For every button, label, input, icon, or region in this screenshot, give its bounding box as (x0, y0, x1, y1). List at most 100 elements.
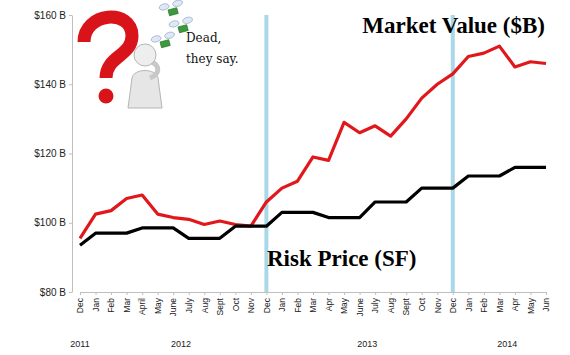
x-tick: Mar (122, 292, 132, 313)
x-tick-mark (546, 292, 547, 295)
annotation: Dead, (186, 31, 221, 45)
x-tick-label: Dec (262, 297, 272, 313)
x-tick: Oct (417, 292, 427, 311)
x-tick-label: Nov (246, 297, 256, 313)
x-tick-label: May (339, 297, 349, 314)
x-tick-mark (453, 292, 454, 295)
y-tick-label: $140 B (34, 79, 66, 90)
year-label: 2012 (171, 339, 191, 349)
x-tick-mark (111, 292, 112, 295)
x-tick: Feb (106, 292, 116, 313)
series-label: Risk Price (SF) (267, 246, 416, 271)
x-tick-label: Sept (215, 297, 225, 315)
flying-bill (150, 31, 177, 50)
x-tick-mark (391, 292, 392, 295)
x-tick-label: Feb (293, 298, 303, 313)
x-tick: Feb (479, 292, 489, 313)
year-label: 2013 (357, 339, 377, 349)
x-tick-label: May (526, 297, 536, 314)
x-tick-label: Mar (308, 298, 318, 313)
y-tick-mark (69, 84, 72, 85)
x-tick: April (137, 292, 147, 315)
x-tick-mark (251, 292, 252, 295)
bill-wing (164, 31, 175, 39)
x-tick-mark (189, 292, 190, 295)
x-tick: Feb (293, 292, 303, 313)
year-label: 2011 (70, 339, 89, 349)
x-tick-mark (360, 292, 361, 295)
y-tick-label: $80 B (40, 287, 66, 298)
x-tick-mark (406, 292, 407, 295)
x-tick-mark (96, 292, 97, 295)
annotation: they say. (186, 52, 239, 66)
x-tick: May (526, 292, 536, 314)
clip-art-background (74, 5, 244, 110)
y-tick: $80 B (40, 287, 72, 298)
series-line (80, 46, 546, 238)
series-label: Market Value ($B) (362, 13, 545, 38)
x-tick-mark (344, 292, 345, 295)
x-tick-mark (297, 292, 298, 295)
x-tick-label: May (153, 297, 163, 314)
y-axis-line (72, 16, 73, 293)
x-tick-mark (468, 292, 469, 295)
y-tick-mark (69, 15, 72, 16)
x-tick: June (168, 292, 178, 316)
year-label: 2014 (497, 339, 517, 349)
x-tick: Sept (215, 292, 225, 316)
x-tick-label: Jun (541, 298, 551, 312)
x-tick-label: Mar (495, 298, 505, 313)
x-tick-label: Apr (324, 298, 334, 311)
y-tick-label: $120 B (34, 148, 66, 159)
x-tick: July (370, 292, 380, 313)
y-tick: $140 B (34, 79, 72, 90)
x-tick-mark (515, 292, 516, 295)
x-tick: May (153, 292, 163, 314)
x-tick-mark (530, 292, 531, 295)
question-mark-curve (84, 17, 132, 78)
bill-wing (182, 16, 193, 24)
x-tick: Mar (308, 292, 318, 313)
bill (168, 8, 178, 16)
x-tick-mark (437, 292, 438, 295)
x-tick-mark (173, 292, 174, 295)
x-tick-mark (266, 292, 267, 295)
x-tick: July (184, 292, 194, 313)
x-tick-label: Mar (122, 298, 132, 313)
plot-area (80, 15, 546, 292)
x-tick-label: Sept (401, 297, 411, 315)
x-tick-label: Nov (432, 297, 442, 313)
x-tick: Jun (541, 292, 551, 312)
x-tick-label: Dec (75, 297, 85, 313)
x-tick-mark (127, 292, 128, 295)
bill (160, 40, 170, 48)
x-tick-mark (220, 292, 221, 295)
x-tick-label: Oct (231, 297, 241, 311)
x-tick: Jan (277, 292, 287, 312)
y-tick-label: $100 B (34, 217, 66, 228)
bill-wing (172, 0, 183, 7)
y-tick: $100 B (34, 217, 72, 228)
x-tick: Aug (386, 292, 396, 313)
y-tick-mark (69, 154, 72, 155)
clip-art: Dead, they say. (74, 0, 244, 110)
x-axis: Dec Jan Feb Mar April May June July Aug Sept Oct No… (75, 292, 551, 316)
y-axis: $80 B$100 B$120 B$140 B$160 B (34, 10, 72, 298)
x-tick: Dec (75, 292, 85, 313)
x-tick-mark (499, 292, 500, 295)
x-tick: Oct (231, 292, 241, 311)
x-tick-label: Apr (510, 298, 520, 311)
year-labels: 2011 2012 2013 2014 (70, 339, 517, 349)
x-tick: Dec (448, 292, 458, 313)
x-tick-mark (422, 292, 423, 295)
x-tick-mark (158, 292, 159, 295)
x-tick: Aug (199, 292, 209, 313)
x-tick-mark (80, 292, 81, 295)
figure-head (134, 44, 156, 66)
x-tick: May (339, 292, 349, 314)
x-tick: Apr (510, 292, 520, 311)
question-mark-dot (99, 89, 114, 104)
x-tick-label: June (168, 298, 178, 317)
x-tick-mark (375, 292, 376, 295)
x-tick: Jan (464, 292, 474, 312)
